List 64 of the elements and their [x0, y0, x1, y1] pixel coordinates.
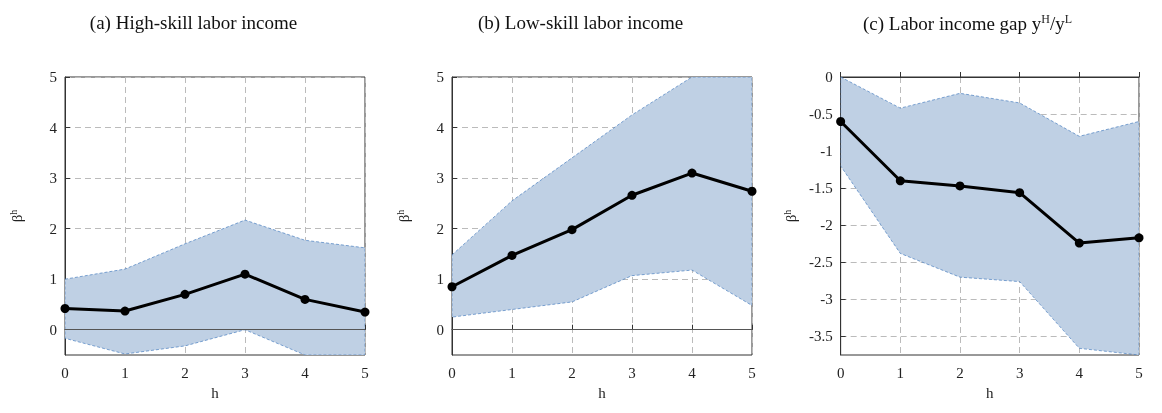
y-tick-label: 1 — [49, 271, 57, 288]
point — [507, 250, 517, 260]
point — [627, 190, 637, 200]
y-tick-label: 0 — [436, 321, 444, 338]
x-tick-label: 2 — [568, 364, 576, 381]
point — [1015, 188, 1025, 198]
x-tick-label: 5 — [748, 364, 756, 381]
point — [240, 269, 250, 279]
x-tick-label: 0 — [836, 364, 845, 381]
y-tick-label: -2.5 — [808, 254, 833, 271]
y-tick-label: -3 — [820, 291, 833, 308]
y-tick-label: -2 — [820, 217, 833, 234]
x-tick-label: 4 — [301, 364, 310, 381]
y-tick-label: -1.5 — [808, 180, 833, 197]
point — [747, 186, 757, 196]
point — [300, 294, 310, 304]
point — [60, 304, 70, 313]
y-axis-title: βh — [7, 209, 25, 223]
x-tick-label: 4 — [688, 364, 697, 381]
x-tick-label: 3 — [241, 364, 249, 381]
x-tick-label: 1 — [121, 364, 129, 381]
y-tick-label: 1 — [436, 271, 444, 288]
point — [955, 181, 965, 191]
y-tick-label: 2 — [436, 220, 444, 237]
chart-title: (b) Low-skill labor income — [477, 12, 684, 34]
y-tick-label: 4 — [436, 119, 445, 136]
x-axis-title: h — [211, 384, 220, 401]
x-tick-label: 2 — [956, 364, 964, 381]
y-tick-label: -3.5 — [808, 328, 833, 345]
x-axis-title: h — [598, 384, 607, 401]
y-tick-label: 5 — [436, 69, 444, 85]
point — [180, 289, 190, 299]
point — [1074, 238, 1084, 248]
point — [447, 282, 457, 292]
chart-title: (a) High-skill labor income — [89, 12, 298, 34]
x-tick-label: 5 — [1135, 364, 1143, 381]
y-axis-title: βh — [781, 209, 799, 223]
point — [567, 225, 577, 235]
point — [1134, 233, 1144, 243]
y-tick-label: 0 — [49, 321, 57, 338]
point — [687, 168, 697, 178]
point — [360, 307, 370, 317]
y-tick-label: 3 — [49, 170, 57, 187]
point — [895, 176, 905, 186]
x-tick-label: 3 — [628, 364, 636, 381]
x-tick-label: 4 — [1075, 364, 1084, 381]
y-tick-label: 5 — [49, 69, 57, 85]
x-tick-label: 0 — [61, 364, 69, 381]
y-axis-title: βh — [394, 209, 412, 223]
x-tick-label: 3 — [1015, 364, 1024, 381]
y-tick-label: 4 — [49, 119, 58, 136]
x-tick-label: 0 — [448, 364, 456, 381]
y-tick-label: 3 — [436, 170, 444, 187]
y-tick-label: 0 — [825, 69, 833, 85]
x-tick-label: 2 — [181, 364, 189, 381]
y-tick-label: 2 — [49, 220, 57, 237]
x-tick-label: 5 — [361, 364, 369, 381]
x-tick-label: 1 — [896, 364, 905, 381]
y-tick-label: -1 — [820, 143, 833, 160]
point — [836, 116, 846, 126]
x-tick-label: 1 — [508, 364, 516, 381]
y-tick-label: -0.5 — [808, 106, 833, 123]
point — [120, 306, 130, 316]
x-axis-title: h — [986, 384, 995, 401]
